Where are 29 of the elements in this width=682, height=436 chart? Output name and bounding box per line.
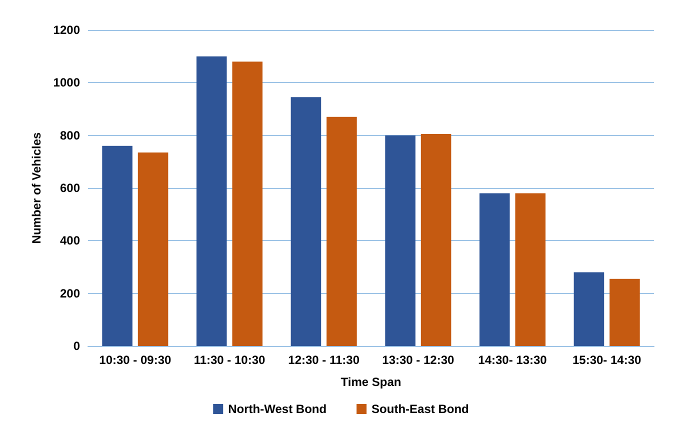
bar <box>290 97 322 346</box>
y-tick-label: 800 <box>60 128 80 142</box>
legend-label: North-West Bond <box>228 402 327 416</box>
bar <box>138 152 168 346</box>
bar <box>610 278 640 346</box>
x-tick-label: 10:30 - 09:30 <box>99 353 172 367</box>
x-tick-label: 11:30 - 10:30 <box>194 353 266 367</box>
y-tick-label: 200 <box>60 286 80 300</box>
bar <box>232 62 263 346</box>
y-tick-label: 1000 <box>53 76 80 90</box>
bar <box>326 116 357 346</box>
bar <box>196 56 227 346</box>
bar <box>385 135 416 346</box>
bar <box>420 134 452 346</box>
bar <box>574 272 604 346</box>
y-tick-label: 1200 <box>53 23 80 37</box>
bar <box>102 146 132 346</box>
legend-label: South-East Bond <box>372 402 469 416</box>
y-tick-label: 0 <box>73 339 80 353</box>
bar <box>515 193 546 346</box>
x-axis-title: Time Span <box>340 375 402 389</box>
x-tick-label: 14:30- 13:30 <box>478 353 548 367</box>
bar <box>479 193 510 346</box>
y-tick-label: 600 <box>60 181 80 195</box>
x-tick-label: 13:30 - 12:30 <box>382 353 455 367</box>
x-tick-label: 15:30- 14:30 <box>572 353 642 367</box>
y-tick-label: 400 <box>60 234 80 248</box>
x-tick-label: 12:30 - 11:30 <box>288 353 360 367</box>
y-axis-title: Number of Vehicles <box>29 132 44 244</box>
